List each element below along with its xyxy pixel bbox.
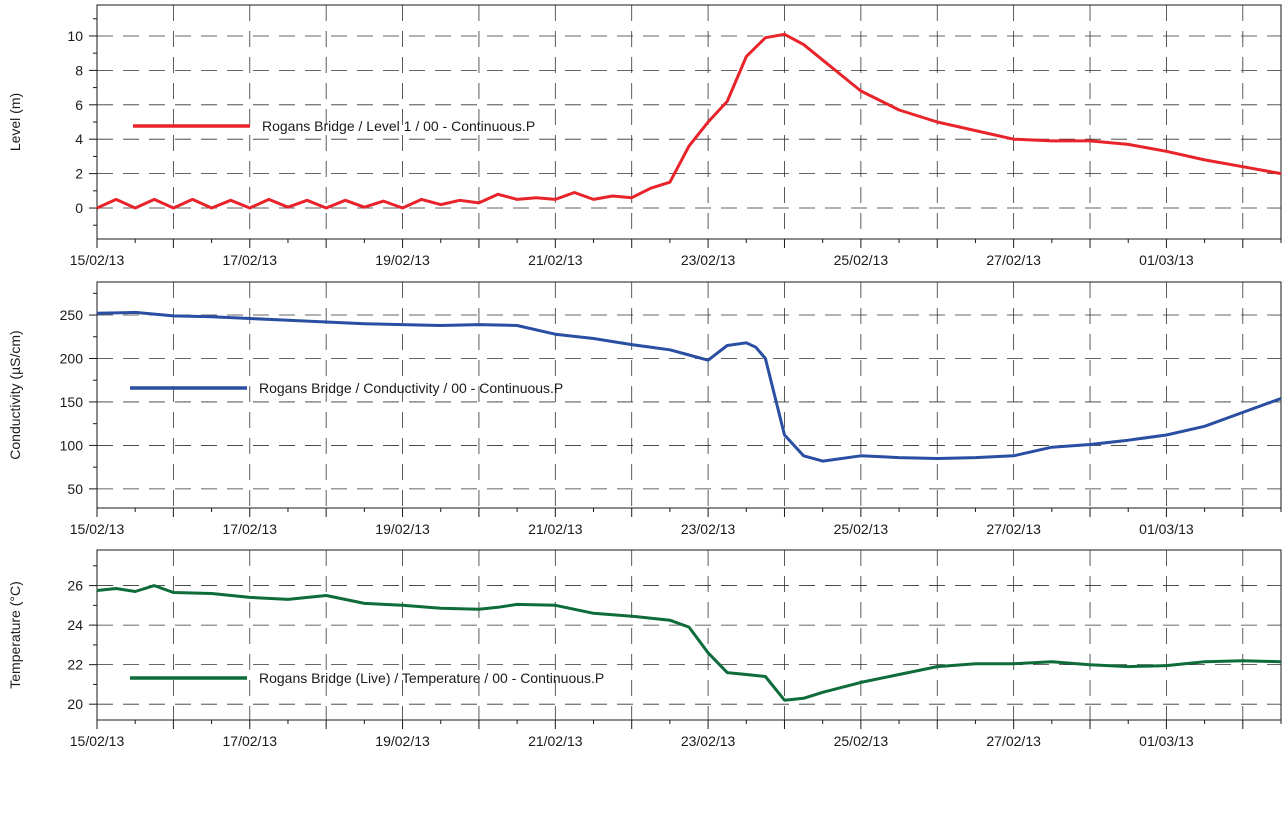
x-tick-label: 15/02/13 bbox=[70, 733, 125, 749]
y-axis-label: Level (m) bbox=[7, 93, 23, 151]
y-tick-label: 24 bbox=[67, 617, 83, 633]
x-tick-label: 15/02/13 bbox=[70, 252, 125, 268]
x-tick-label: 23/02/13 bbox=[681, 521, 736, 537]
x-tick-label: 01/03/13 bbox=[1139, 733, 1194, 749]
legend-label: Rogans Bridge (Live) / Temperature / 00 … bbox=[259, 670, 604, 686]
plot-frame bbox=[96, 281, 1282, 509]
series-line bbox=[96, 310, 1282, 463]
x-tick-label: 19/02/13 bbox=[375, 252, 430, 268]
y-tick-label: 2 bbox=[75, 166, 83, 182]
series-line bbox=[96, 32, 1282, 210]
x-tick-label: 25/02/13 bbox=[834, 733, 889, 749]
legend-label: Rogans Bridge / Conductivity / 00 - Cont… bbox=[259, 380, 563, 396]
y-tick-label: 150 bbox=[60, 394, 84, 410]
legend-label: Rogans Bridge / Level 1 / 00 - Continuou… bbox=[262, 118, 535, 134]
x-tick-label: 27/02/13 bbox=[986, 733, 1041, 749]
x-tick-label: 23/02/13 bbox=[681, 252, 736, 268]
x-tick-label: 17/02/13 bbox=[223, 733, 278, 749]
x-tick-label: 17/02/13 bbox=[223, 521, 278, 537]
y-tick-label: 200 bbox=[60, 350, 84, 366]
x-tick-label: 23/02/13 bbox=[681, 733, 736, 749]
y-tick-label: 22 bbox=[67, 657, 83, 673]
y-tick-label: 250 bbox=[60, 307, 84, 323]
y-tick-label: 20 bbox=[67, 696, 83, 712]
x-tick-label: 21/02/13 bbox=[528, 521, 583, 537]
x-tick-label: 25/02/13 bbox=[834, 521, 889, 537]
y-axis-label: Conductivity (µS/cm) bbox=[7, 330, 23, 459]
x-tick-label: 01/03/13 bbox=[1139, 252, 1194, 268]
y-tick-label: 6 bbox=[75, 97, 83, 113]
x-tick-label: 27/02/13 bbox=[986, 252, 1041, 268]
plot-frame bbox=[96, 549, 1282, 721]
conductivity-chart-panel: 50 100 150 200 250 15/02/13 17/02/13 19/02/13 21… bbox=[7, 281, 1282, 537]
x-tick-label: 01/03/13 bbox=[1139, 521, 1194, 537]
x-tick-label: 25/02/13 bbox=[834, 252, 889, 268]
x-tick-label: 27/02/13 bbox=[986, 521, 1041, 537]
x-tick-label: 21/02/13 bbox=[528, 733, 583, 749]
y-tick-label: 8 bbox=[75, 62, 83, 78]
x-tick-label: 19/02/13 bbox=[375, 521, 430, 537]
y-tick-label: 100 bbox=[60, 437, 84, 453]
y-tick-label: 4 bbox=[75, 131, 83, 147]
temperature-chart-panel: 20 22 24 26 15/02/13 17/02/13 19/02/13 21/02/13… bbox=[7, 549, 1282, 749]
x-tick-label: 19/02/13 bbox=[375, 733, 430, 749]
x-tick-label: 21/02/13 bbox=[528, 252, 583, 268]
y-tick-label: 0 bbox=[75, 200, 83, 216]
level-chart-panel: 0 2 4 6 8 10 15/02/13 17/02/13 19/02/13 21/02/13 2… bbox=[7, 4, 1282, 268]
y-tick-label: 10 bbox=[67, 28, 83, 44]
y-tick-label: 50 bbox=[67, 481, 83, 497]
y-axis-label: Temperature (°C) bbox=[7, 581, 23, 689]
y-tick-label: 26 bbox=[67, 578, 83, 594]
x-tick-label: 15/02/13 bbox=[70, 521, 125, 537]
series-line bbox=[96, 584, 1282, 702]
x-tick-label: 17/02/13 bbox=[223, 252, 278, 268]
